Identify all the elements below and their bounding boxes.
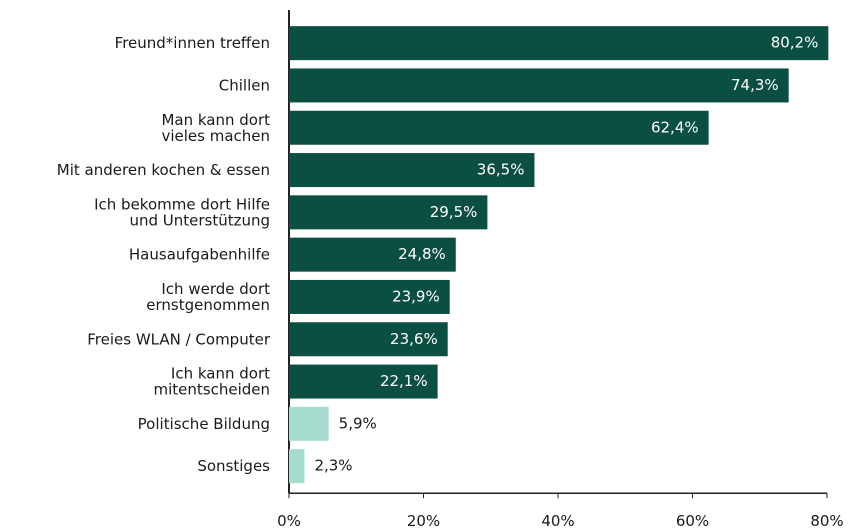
category-line: ernstgenommen	[146, 295, 270, 313]
category-line: Ich kann dort	[171, 364, 270, 382]
category-label: Politische Bildung	[138, 414, 270, 432]
category-label: Chillen	[219, 76, 270, 94]
bar	[289, 237, 456, 272]
category-label: Sonstiges	[197, 457, 270, 475]
category-line: Freies WLAN / Computer	[87, 330, 271, 348]
value-label: 36,5%	[477, 161, 525, 179]
bar	[289, 406, 329, 441]
value-label: 62,4%	[651, 118, 699, 136]
bar	[289, 322, 448, 357]
category-line: und Unterstützung	[129, 211, 270, 229]
category-label: Ich kann dort mitentscheiden	[154, 364, 271, 398]
value-label: 74,3%	[731, 76, 779, 94]
bar	[289, 364, 438, 399]
category-label: Hausaufgabenhilfe	[129, 245, 270, 263]
x-tick-label: 20%	[407, 512, 440, 530]
value-label: 23,6%	[390, 330, 438, 348]
category-label: Man kann dort vieles machen	[161, 110, 270, 144]
value-label: 29,5%	[430, 203, 478, 221]
category-line: Mit anderen kochen & essen	[57, 161, 270, 179]
category-line: Ich bekomme dort Hilfe	[94, 195, 270, 213]
category-line: Sonstiges	[197, 457, 270, 475]
category-line: Man kann dort	[161, 110, 270, 128]
bar	[289, 26, 829, 61]
category-line: Chillen	[219, 76, 270, 94]
bar	[289, 195, 488, 230]
bar	[289, 153, 535, 188]
value-label: 5,9%	[339, 414, 377, 432]
value-label: 23,9%	[392, 287, 440, 305]
value-label: 24,8%	[398, 245, 446, 263]
value-label: 2,3%	[314, 457, 352, 475]
value-label: 80,2%	[771, 34, 819, 52]
bar	[289, 68, 789, 103]
category-line: Politische Bildung	[138, 414, 270, 432]
bar	[289, 110, 709, 145]
category-line: Ich werde dort	[161, 279, 270, 297]
bar	[289, 279, 450, 314]
x-tick-label: 40%	[541, 512, 574, 530]
category-line: vieles machen	[161, 126, 270, 144]
value-label: 22,1%	[380, 372, 428, 390]
category-label: Ich werde dort ernstgenommen	[146, 279, 270, 313]
bar	[289, 449, 305, 484]
category-label: Freund*innen treffen	[115, 34, 270, 52]
x-tick-label: 60%	[676, 512, 709, 530]
category-line: Freund*innen treffen	[115, 34, 270, 52]
category-line: mitentscheiden	[154, 380, 271, 398]
category-label: Mit anderen kochen & essen	[57, 161, 270, 179]
category-label: Freies WLAN / Computer	[87, 330, 271, 348]
x-tick-label: 0%	[277, 512, 301, 530]
category-line: Hausaufgabenhilfe	[129, 245, 270, 263]
category-label: Ich bekomme dort Hilfe und Unterstützung	[94, 195, 270, 229]
x-tick-label: 80%	[810, 512, 843, 530]
